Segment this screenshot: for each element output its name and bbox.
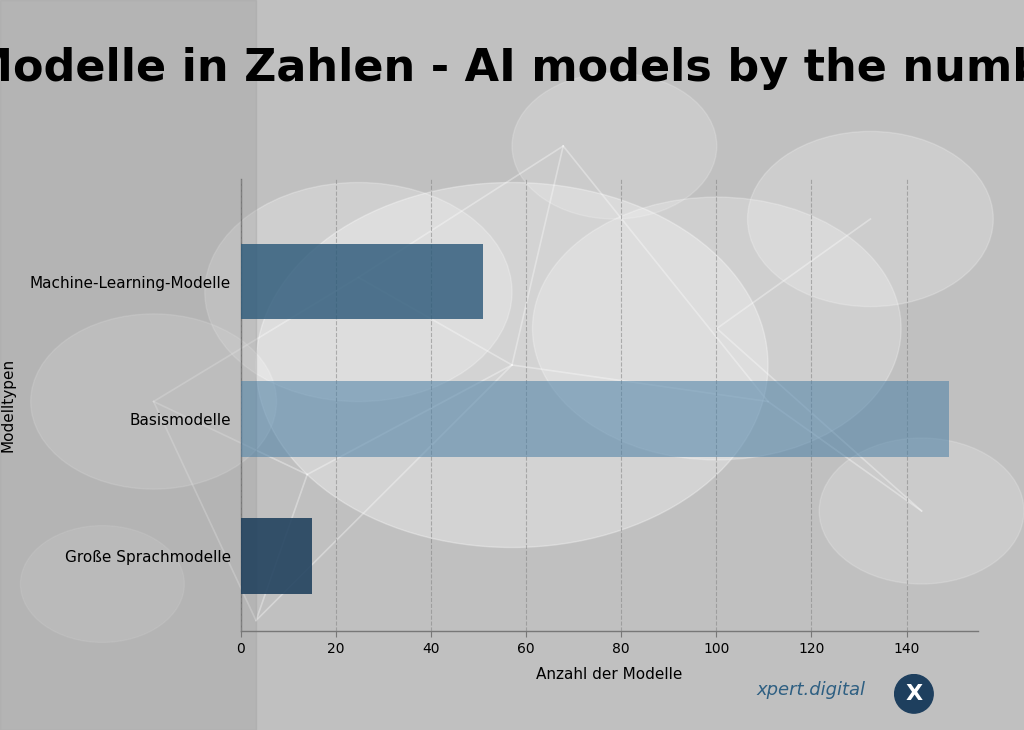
X-axis label: Anzahl der Modelle: Anzahl der Modelle	[537, 667, 682, 682]
Circle shape	[20, 526, 184, 642]
Bar	[241, 518, 312, 593]
Bar	[0, 0, 256, 730]
Bar	[241, 244, 483, 320]
Circle shape	[895, 675, 933, 713]
Text: X: X	[905, 684, 923, 704]
Text: KI Modelle in Zahlen - AI models by the numbers: KI Modelle in Zahlen - AI models by the …	[0, 47, 1024, 91]
Circle shape	[205, 182, 512, 402]
Circle shape	[748, 131, 993, 307]
Circle shape	[31, 314, 276, 489]
Circle shape	[819, 438, 1024, 584]
Text: xpert.digital: xpert.digital	[757, 681, 865, 699]
Bar	[241, 381, 949, 456]
Circle shape	[532, 197, 901, 460]
Y-axis label: Modelltypen: Modelltypen	[1, 358, 15, 452]
Circle shape	[256, 182, 768, 548]
Circle shape	[512, 73, 717, 219]
